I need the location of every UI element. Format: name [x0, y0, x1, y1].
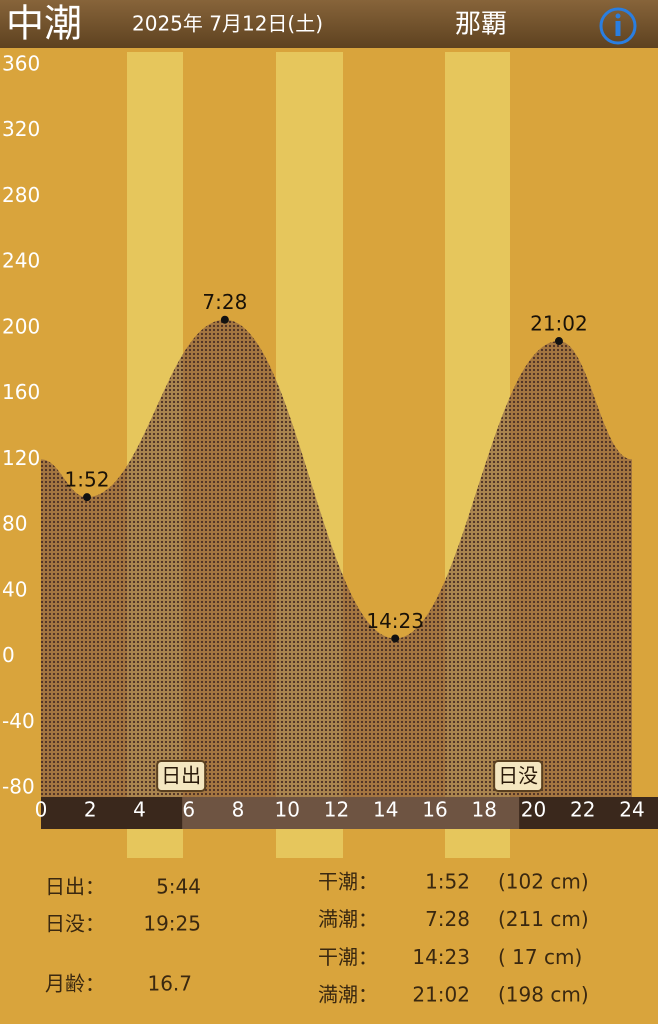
tide-time: 21:02 [412, 983, 470, 1007]
tide-point-label: 14:23 [366, 609, 424, 633]
x-tick-label: 0 [35, 798, 48, 822]
x-tick-label: 16 [422, 798, 447, 822]
y-tick-label: 280 [2, 183, 40, 207]
summary: 日出： 5:44 日没： 19:25 月齢： 16.7 干潮： 1:52 (102 cm) 満潮：… [45, 870, 589, 1007]
date: 2025年 7月12日(土) [132, 12, 323, 36]
info-label: 月齢： [45, 972, 105, 996]
y-tick-label: 0 [2, 643, 15, 667]
y-tick-label: -80 [2, 775, 35, 799]
tide-kind: 満潮： [318, 907, 378, 931]
tide-kind: 干潮： [318, 870, 378, 894]
info-label: 日没： [45, 912, 105, 936]
plot: 1:527:2814:2321:02-80-400408012016020024… [2, 52, 658, 829]
tide-time: 7:28 [425, 907, 470, 931]
x-tick-label: 8 [232, 798, 245, 822]
tide-point-label: 21:02 [530, 312, 588, 336]
sun-tag-label: 日出 [161, 764, 201, 788]
tide-kind: 干潮： [318, 945, 378, 969]
y-tick-label: 80 [2, 512, 27, 536]
x-tick-label: 4 [133, 798, 146, 822]
y-tick-label: 200 [2, 314, 40, 338]
y-tick-label: 240 [2, 249, 40, 273]
info-icon[interactable] [599, 7, 637, 45]
tide-point [391, 634, 400, 643]
y-tick-label: 120 [2, 446, 40, 470]
tide-time: 1:52 [425, 870, 470, 894]
daylight-bar [182, 797, 520, 829]
x-tick-label: 12 [324, 798, 349, 822]
tide-point-label: 7:28 [202, 290, 247, 314]
info-value: 16.7 [147, 972, 192, 996]
info-value: 5:44 [156, 875, 201, 899]
tide-height: ( 17 cm) [498, 945, 582, 969]
x-tick-label: 18 [472, 798, 497, 822]
sun-tag-label: 日没 [498, 764, 538, 788]
x-tick-label: 10 [275, 798, 300, 822]
tide-height: (211 cm) [498, 907, 589, 931]
info-icon-stem [615, 21, 621, 36]
place: 那覇 [455, 10, 507, 40]
y-tick-label: 40 [2, 577, 27, 601]
info-icon-dot [615, 13, 621, 19]
tide-point [554, 337, 563, 346]
x-tick-label: 14 [373, 798, 398, 822]
tide-point [220, 315, 229, 324]
x-tick-label: 2 [84, 798, 97, 822]
sun-tag [156, 760, 207, 792]
y-tick-label: 360 [2, 52, 40, 76]
tide-height: (102 cm) [498, 870, 589, 894]
info-button[interactable] [599, 7, 637, 45]
y-tick-label: 160 [2, 380, 40, 404]
x-tick-label: 6 [182, 798, 195, 822]
tide-height: (198 cm) [498, 983, 589, 1007]
tide-point-label: 1:52 [65, 468, 110, 492]
header-bar [0, 0, 658, 48]
tide-time: 14:23 [412, 945, 470, 969]
tide-point [82, 493, 91, 502]
x-tick-label: 20 [521, 798, 546, 822]
sun-tag [493, 760, 544, 792]
y-tick-label: -40 [2, 709, 35, 733]
tide-name: 中潮 [6, 2, 82, 46]
y-tick-label: 320 [2, 117, 40, 141]
tide-kind: 満潮： [318, 983, 378, 1007]
info-value: 19:25 [143, 912, 201, 936]
x-tick-label: 24 [619, 798, 644, 822]
tide-area [41, 319, 632, 797]
info-label: 日出： [45, 875, 105, 899]
x-tick-label: 22 [570, 798, 595, 822]
